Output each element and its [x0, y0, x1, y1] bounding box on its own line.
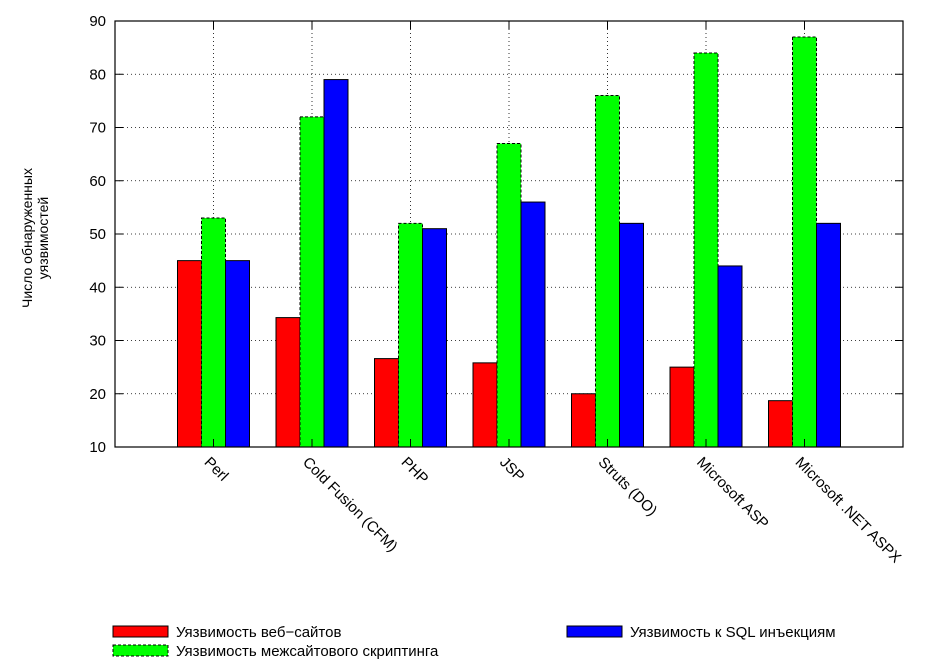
bar-series-2-4 — [595, 95, 620, 448]
bar-series-1-5 — [669, 366, 695, 448]
legend-swatch — [112, 625, 169, 638]
y-tick-label: 30 — [89, 333, 106, 350]
x-tick-label: Microsoft ASP — [693, 454, 772, 533]
y-tick-label: 70 — [89, 120, 106, 137]
y-axis-label: Число обнаруженныхуязвимостей — [19, 168, 51, 308]
legend-label: Уязвимость к SQL инъекциям — [630, 624, 836, 641]
x-tick-label: Perl — [201, 454, 232, 485]
bar-series-2-5 — [693, 52, 719, 448]
bar-series-1-6 — [768, 400, 793, 448]
x-tick-label: PHP — [398, 454, 432, 488]
y-tick-label: 10 — [89, 439, 106, 456]
x-tick-label: Cold Fusion (CFM) — [299, 454, 401, 556]
bar-series-3-5 — [717, 265, 743, 448]
bar-series-1-0 — [177, 260, 202, 448]
bar-series-2-3 — [496, 142, 522, 448]
legend-item: Уязвимость к SQL инъекциям — [566, 624, 836, 641]
bar-series-1-1 — [275, 317, 301, 448]
x-tick-label: Struts (DO) — [595, 454, 661, 520]
y-tick-label: 20 — [89, 386, 106, 403]
legend-label: Уязвимость межсайтового скриптинга — [176, 643, 439, 660]
bar-series-2-1 — [299, 116, 325, 448]
legend-item: Уязвимость межсайтового скриптинга — [112, 643, 439, 660]
bar-series-3-0 — [225, 260, 250, 448]
y-axis: 10 20 30 40 50 60 70 80 90 — [89, 13, 903, 456]
bar-series-3-3 — [520, 201, 546, 448]
bar-series-3-1 — [323, 79, 349, 448]
y-tick-label: 60 — [89, 173, 106, 190]
y-axis-label-line: Число обнаруженных — [19, 168, 35, 308]
bar-series-1-2 — [374, 358, 399, 448]
bar-series-3-4 — [619, 222, 644, 448]
legend-swatch — [566, 625, 623, 638]
y-tick-label: 80 — [89, 66, 106, 83]
bars — [177, 36, 841, 448]
y-tick-label: 50 — [89, 226, 106, 243]
bar-series-3-6 — [816, 222, 841, 448]
bar-series-2-0 — [201, 217, 226, 448]
bar-series-2-2 — [398, 222, 423, 448]
legend: Уязвимость веб−сайтов Уязвимость межсайто… — [112, 624, 836, 660]
legend-swatch — [112, 644, 169, 657]
legend-label: Уязвимость веб−сайтов — [176, 624, 341, 641]
bar-series-1-3 — [472, 362, 498, 448]
y-tick-label: 90 — [89, 13, 106, 30]
y-axis-label-line: уязвимостей — [35, 197, 51, 279]
x-tick-label: Microsoft .NET ASPX — [792, 454, 905, 567]
x-tick-label: JSP — [496, 454, 527, 485]
y-tick-label: 40 — [89, 279, 106, 296]
bar-series-1-4 — [571, 393, 596, 448]
bar-series-3-2 — [422, 228, 447, 448]
legend-item: Уязвимость веб−сайтов — [112, 624, 341, 641]
bar-series-2-6 — [792, 36, 817, 448]
